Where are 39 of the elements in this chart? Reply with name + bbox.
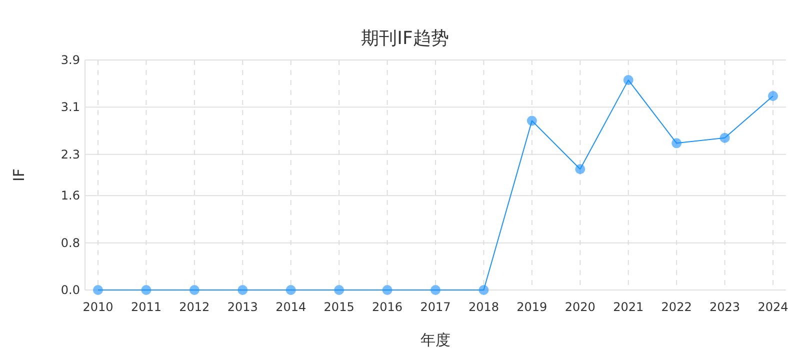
y-axis-title: IF [10, 168, 28, 182]
y-tick-label: 2.3 [60, 147, 80, 162]
chart-title: 期刊IF趋势 [361, 28, 449, 49]
point [286, 285, 296, 295]
point [334, 285, 344, 295]
point [623, 75, 634, 86]
point [189, 285, 200, 295]
y-tick-label: 3.1 [60, 100, 80, 114]
x-tick-label: 2010 [82, 300, 114, 314]
x-tick-label: 2020 [564, 300, 596, 314]
x-tick-label: 2018 [468, 300, 499, 314]
x-tick-label: 2014 [276, 300, 306, 314]
x-tick-label: 2017 [420, 300, 451, 314]
x-axis-title: 年度 [420, 331, 450, 349]
point [768, 90, 778, 101]
y-tick-label: 0.8 [60, 236, 80, 250]
x-tick-label: 2013 [227, 300, 258, 314]
x-tick-label: 2022 [661, 300, 692, 314]
point [478, 285, 489, 295]
x-tick-label: 2023 [710, 300, 740, 314]
y-tick-label: 3.9 [60, 53, 80, 67]
x-tick-label: 2012 [179, 300, 210, 314]
x-tick-label: 2011 [130, 300, 162, 314]
x-tick-label: 2015 [324, 300, 354, 314]
point [430, 285, 440, 295]
x-tick-label: 2016 [372, 300, 403, 314]
x-tick-label: 2021 [613, 300, 644, 314]
y-tick-label: 0.0 [60, 283, 80, 297]
point [141, 285, 152, 295]
point [238, 285, 248, 295]
point [672, 138, 682, 148]
point [93, 285, 103, 295]
x-tick-label: 2024 [758, 300, 788, 314]
point [575, 164, 586, 174]
point [382, 285, 392, 295]
point [526, 116, 537, 126]
point [720, 132, 730, 143]
y-tick-label: 1.6 [60, 188, 80, 203]
x-tick-label: 2019 [516, 300, 548, 314]
